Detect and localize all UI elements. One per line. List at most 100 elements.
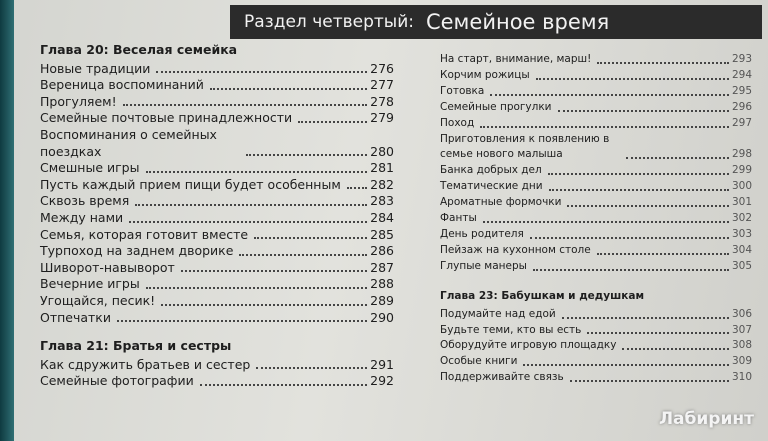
- page-number: 307: [731, 323, 752, 336]
- page-number: 299: [731, 164, 752, 177]
- toc-entry: Угощайся, песик! 289: [40, 293, 394, 310]
- toc-entry: Семейные почтовые принадлежности 279: [40, 110, 394, 127]
- toc-entry: Приготовления к появлению в семье нового…: [440, 132, 752, 164]
- toc-entry: Смешные игры 281: [40, 160, 394, 177]
- dot-leader: [557, 109, 729, 112]
- page-number: 279: [370, 110, 394, 126]
- page-number: 305: [731, 259, 752, 272]
- page-number: 288: [370, 276, 394, 292]
- dot-leader: [135, 203, 368, 206]
- toc-entry: Будьте теми, кто вы есть 307: [440, 323, 752, 339]
- dot-leader: [180, 270, 368, 273]
- dot-leader: [480, 125, 729, 128]
- entry-title: Отпечатки: [40, 309, 111, 325]
- entry-title: Оборудуйте игровую площадку: [440, 339, 617, 352]
- entry-title: Семейные прогулки: [440, 100, 552, 113]
- dot-leader: [122, 104, 368, 107]
- dot-leader: [239, 253, 368, 256]
- dot-leader: [145, 286, 368, 289]
- entry-title: Воспоминания о семейных поездках: [40, 126, 217, 159]
- toc-block: На старт, внимание, марш! 293 Корчим рожиц…: [440, 52, 752, 275]
- dot-leader: [254, 237, 368, 240]
- page-number: 309: [731, 355, 752, 368]
- toc-entry: Отпечатки 290: [40, 310, 394, 327]
- toc-entry: Фанты 302: [440, 211, 752, 227]
- page-number: 276: [370, 60, 394, 76]
- entry-title: Смешные игры: [40, 160, 140, 176]
- toc-entry: Сквозь время 283: [40, 193, 394, 210]
- entry-title: Турпоход на заднем дворике: [40, 243, 234, 259]
- entry-title: Корчим рожицы: [440, 68, 530, 81]
- dot-leader: [129, 220, 368, 223]
- toc-entry: Пейзаж на кухонном столе 304: [440, 243, 752, 259]
- page-number: 298: [731, 148, 752, 161]
- entry-title: Угощайся, песик!: [40, 292, 156, 308]
- entry-title: Новые традиции: [40, 60, 151, 76]
- page-number: 289: [370, 292, 394, 308]
- page-number: 304: [731, 243, 752, 256]
- toc-entry: Глупые манеры 305: [440, 259, 752, 275]
- dot-leader: [298, 120, 368, 123]
- section-label: Раздел четвертый:: [244, 12, 414, 32]
- entry-title: Поддерживайте связь: [440, 371, 564, 384]
- entry-title: Фанты: [440, 212, 477, 225]
- dot-leader: [346, 187, 368, 190]
- toc-entry: День родителя 303: [440, 227, 752, 243]
- dot-leader: [482, 220, 729, 223]
- entry-title: Тематические дни: [440, 180, 543, 193]
- entry-title: Будьте теми, кто вы есть: [440, 323, 582, 336]
- toc-entry: На старт, внимание, марш! 293: [440, 52, 752, 68]
- dot-leader: [199, 383, 368, 386]
- entry-title: Пейзаж на кухонном столе: [440, 243, 591, 256]
- page-number: 282: [370, 176, 394, 192]
- toc-entry: Семья, которая готовит вместе 285: [40, 227, 394, 244]
- entry-title: Между нами: [40, 209, 124, 225]
- page-number: 277: [370, 77, 394, 93]
- entry-title: Семья, которая готовит вместе: [40, 226, 249, 242]
- entry-title: Поход: [440, 116, 475, 129]
- toc-entry: Прогуляем! 278: [40, 94, 394, 111]
- entry-title: День родителя: [440, 227, 524, 240]
- page-number: 310: [731, 371, 752, 384]
- dot-leader: [569, 380, 729, 383]
- entry-title: Подумайте над едой: [440, 307, 556, 320]
- dot-leader: [567, 205, 729, 208]
- dot-leader: [116, 320, 368, 323]
- toc-entry: Поход 297: [440, 116, 752, 132]
- page-number: 287: [370, 259, 394, 275]
- dot-leader: [156, 71, 368, 74]
- page-number: 296: [731, 100, 752, 113]
- entry-title: Банка добрых дел: [440, 164, 542, 177]
- entry-title: Особые книги: [440, 355, 518, 368]
- entry-title: Шиворот-навыворот: [40, 259, 175, 275]
- page-number: 283: [370, 193, 394, 209]
- toc-entry: Вечерние игры 288: [40, 276, 394, 293]
- entry-title: Как сдружить братьев и сестер: [40, 356, 251, 372]
- dot-leader: [597, 61, 729, 64]
- entry-title: Готовка: [440, 84, 485, 97]
- entry-title: Прогуляем!: [40, 93, 117, 109]
- right-column: На старт, внимание, марш! 293 Корчим рожиц…: [440, 52, 752, 386]
- dot-leader: [561, 316, 729, 319]
- page-number: 297: [731, 116, 752, 129]
- dot-leader: [622, 348, 729, 351]
- page-number: 281: [370, 160, 394, 176]
- toc-entry: Шиворот-навыворот 287: [40, 260, 394, 277]
- dot-leader: [209, 87, 368, 90]
- page-number: 295: [731, 84, 752, 97]
- dot-leader: [532, 268, 729, 271]
- toc-entry: Банка добрых дел 299: [440, 163, 752, 179]
- page-number: 285: [370, 226, 394, 242]
- toc-entry: Корчим рожицы 294: [440, 68, 752, 84]
- toc-entry: Между нами 284: [40, 210, 394, 227]
- dot-leader: [246, 154, 368, 157]
- toc-block: Глава 21: Братья и сестры Как сдружить бр…: [40, 338, 394, 390]
- toc-entry: Ароматные формочки 301: [440, 195, 752, 211]
- page-number: 284: [370, 209, 394, 225]
- page-number: 306: [731, 307, 752, 320]
- entry-title: Сквозь время: [40, 193, 130, 209]
- dot-leader: [523, 364, 729, 367]
- entry-title: Вереница воспоминаний: [40, 77, 204, 93]
- toc-entry: Тематические дни 300: [440, 179, 752, 195]
